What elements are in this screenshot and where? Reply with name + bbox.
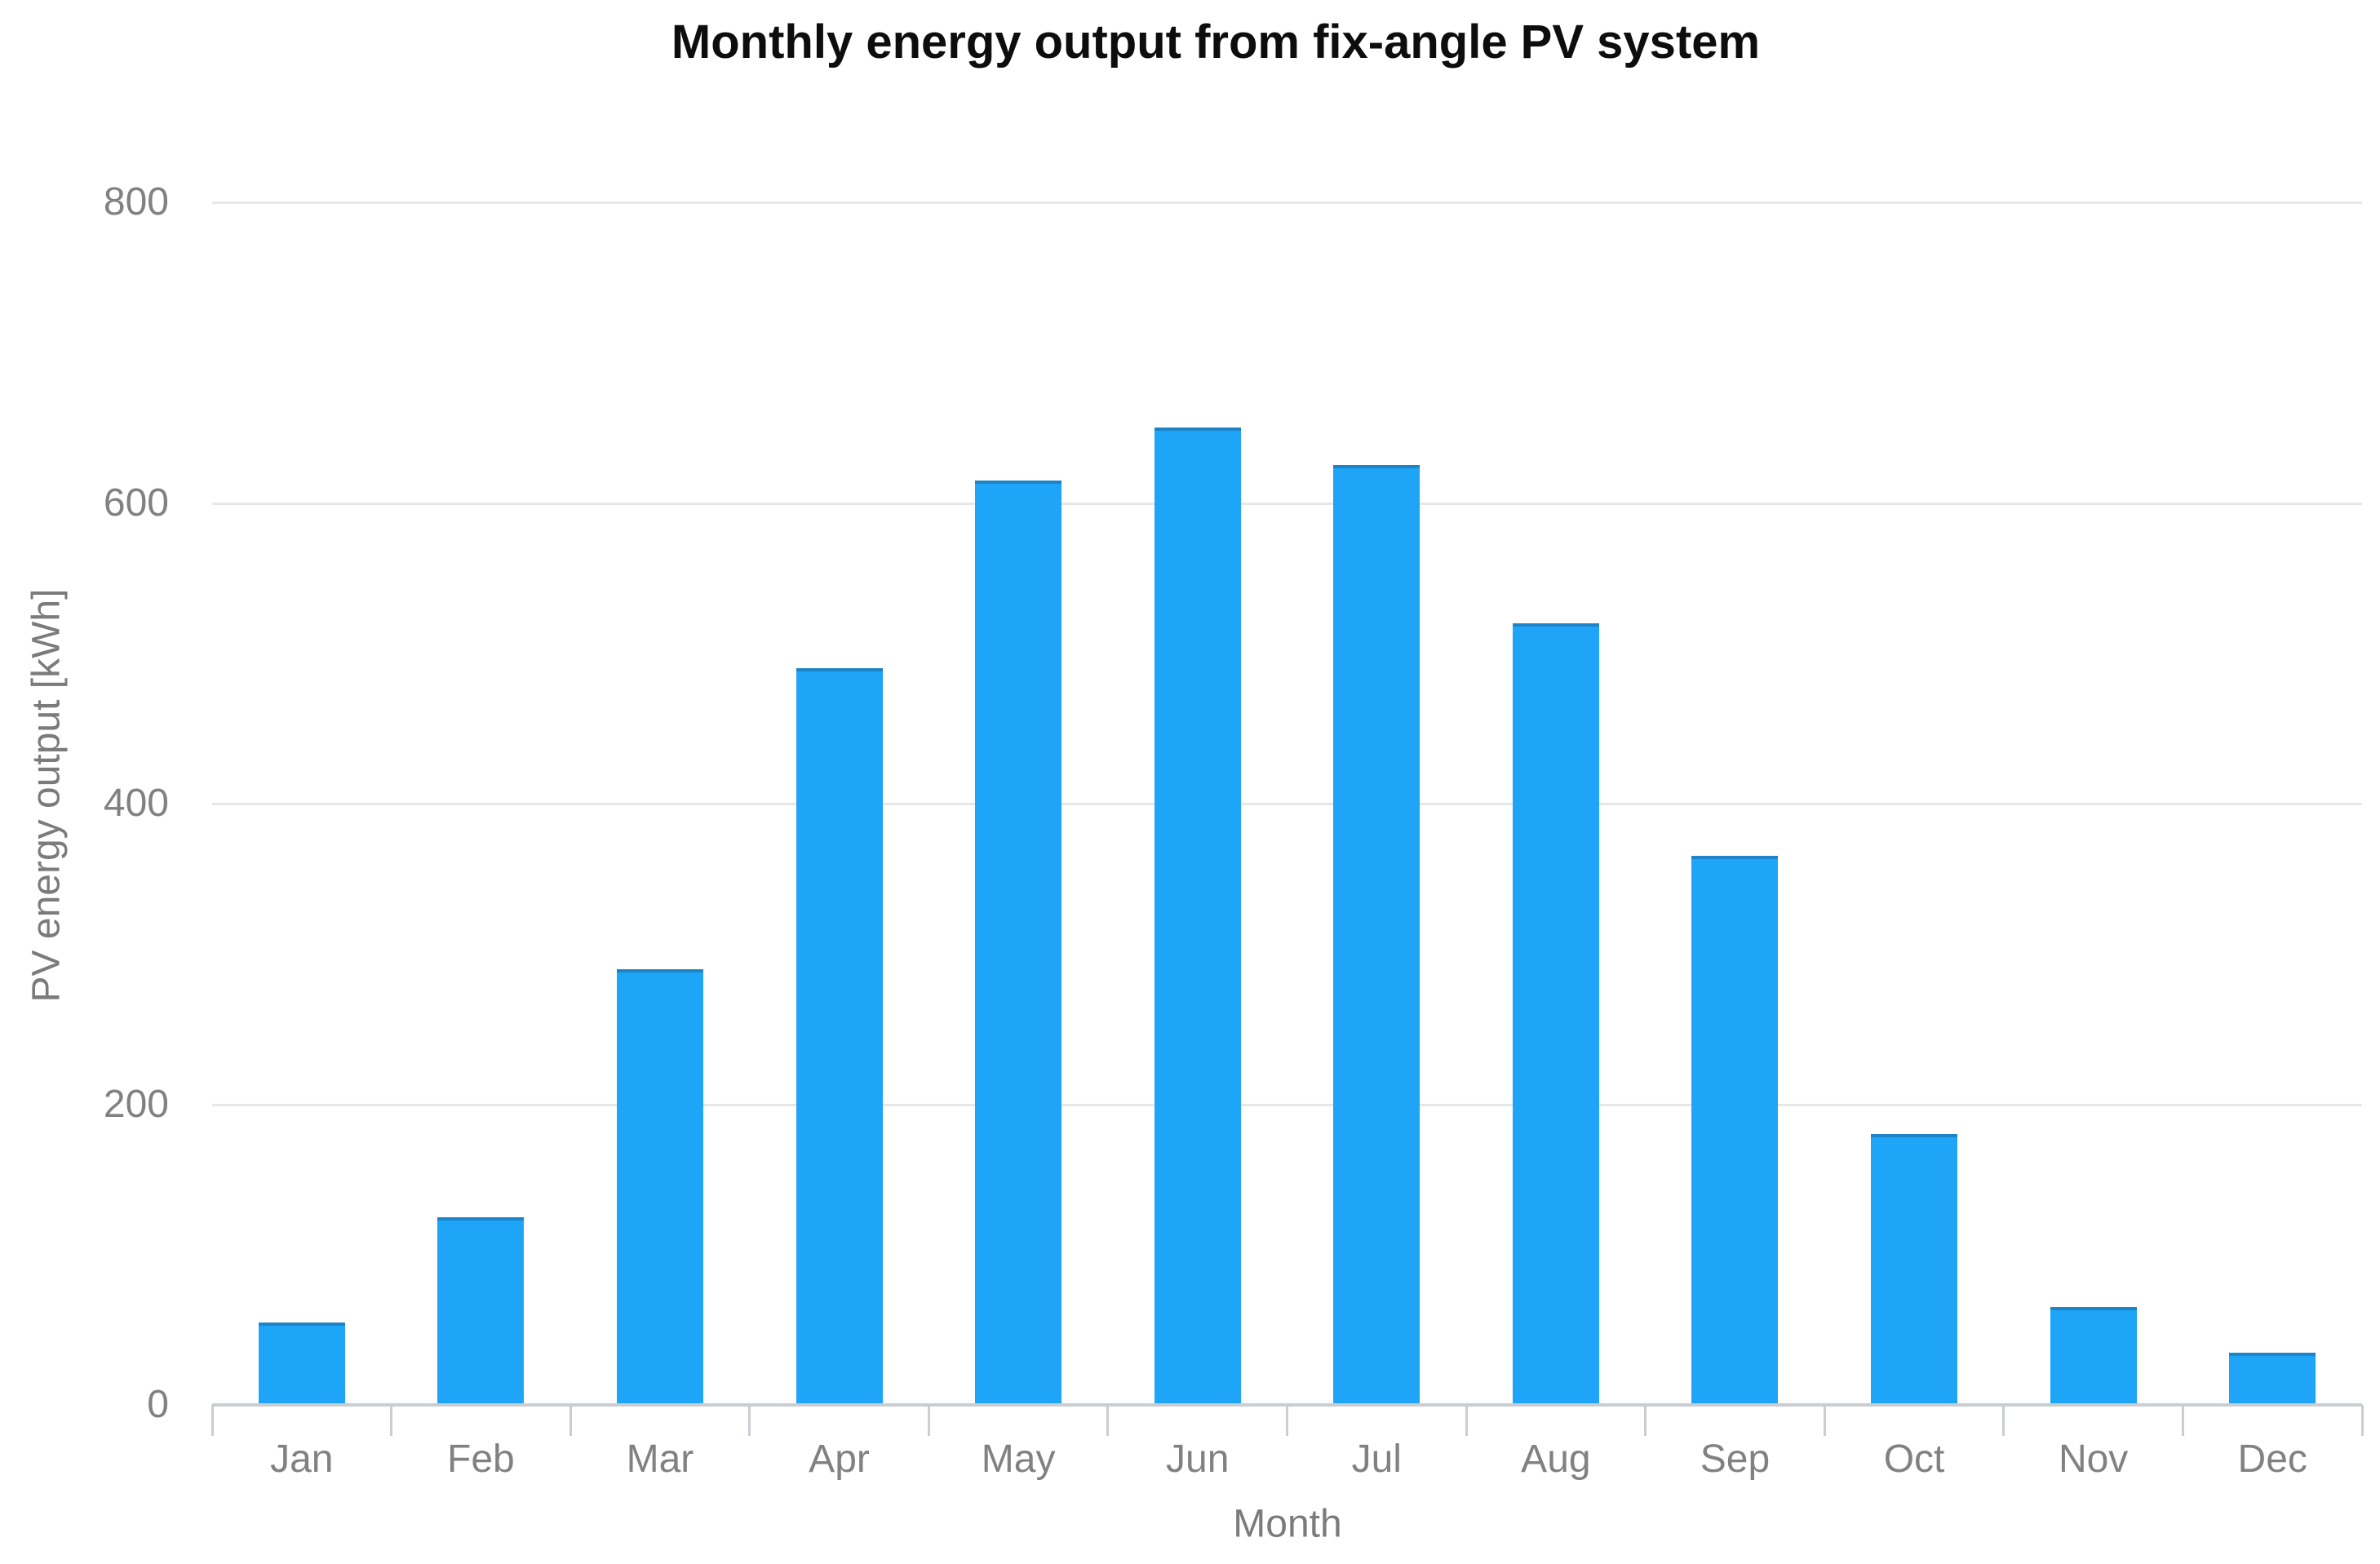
y-tick-label-200: 200 <box>103 1082 169 1126</box>
x-axis-title: Month <box>1233 1502 1342 1546</box>
x-tick-label-jan: Jan <box>270 1438 334 1481</box>
x-axis-tick <box>1644 1405 1647 1436</box>
x-axis-tick <box>390 1405 393 1436</box>
gridline-800 <box>212 202 2362 204</box>
gridline-600 <box>212 502 2362 505</box>
y-tick-label-0: 0 <box>147 1383 169 1426</box>
x-tick-label-aug: Aug <box>1521 1438 1591 1481</box>
x-axis-tick <box>1465 1405 1468 1436</box>
x-tick-label-feb: Feb <box>447 1438 515 1481</box>
bar-jan[interactable] <box>258 1322 345 1405</box>
gridline-400 <box>212 803 2362 805</box>
bar-may[interactable] <box>975 480 1062 1405</box>
bar-mar[interactable] <box>616 968 703 1405</box>
x-tick-label-oct: Oct <box>1883 1438 1945 1481</box>
gridline-200 <box>212 1103 2362 1106</box>
x-axis-tick <box>748 1405 751 1436</box>
x-tick-label-dec: Dec <box>2237 1438 2307 1481</box>
x-axis-tick <box>569 1405 572 1436</box>
x-tick-label-jul: Jul <box>1351 1438 1402 1481</box>
y-tick-label-600: 600 <box>103 481 169 525</box>
x-tick-label-mar: Mar <box>626 1438 694 1481</box>
x-axis-tick <box>211 1405 214 1436</box>
x-tick-label-sep: Sep <box>1700 1438 1771 1481</box>
bar-jul[interactable] <box>1333 465 1420 1405</box>
bar-nov[interactable] <box>2050 1307 2137 1405</box>
bar-feb[interactable] <box>437 1216 525 1405</box>
x-axis-line <box>212 1403 2362 1407</box>
x-axis-tick <box>2360 1405 2364 1436</box>
bar-dec[interactable] <box>2229 1352 2316 1405</box>
bar-apr[interactable] <box>796 668 883 1405</box>
x-tick-label-jun: Jun <box>1166 1438 1230 1481</box>
x-axis-tick <box>1823 1405 1826 1436</box>
x-axis-tick <box>2181 1405 2184 1436</box>
x-axis-tick <box>1106 1405 1110 1436</box>
y-tick-label-800: 800 <box>103 180 169 224</box>
x-tick-label-may: May <box>981 1438 1056 1481</box>
x-axis-tick <box>1286 1405 1288 1436</box>
bar-aug[interactable] <box>1512 622 1599 1405</box>
x-tick-label-apr: Apr <box>809 1438 870 1481</box>
bar-jun[interactable] <box>1154 428 1241 1405</box>
bar-oct[interactable] <box>1871 1134 1958 1405</box>
x-tick-label-nov: Nov <box>2058 1438 2129 1481</box>
plot-area: 0 200 400 600 800 Jan Feb Mar Apr May Jun Jul Aug Sep… <box>104 183 2364 1479</box>
bar-sep[interactable] <box>1691 856 1779 1405</box>
y-tick-label-400: 400 <box>103 782 169 825</box>
x-axis-tick <box>2002 1405 2005 1436</box>
chart-title: Monthly energy output from fix-angle PV … <box>671 16 1761 69</box>
x-axis-tick <box>927 1405 930 1436</box>
